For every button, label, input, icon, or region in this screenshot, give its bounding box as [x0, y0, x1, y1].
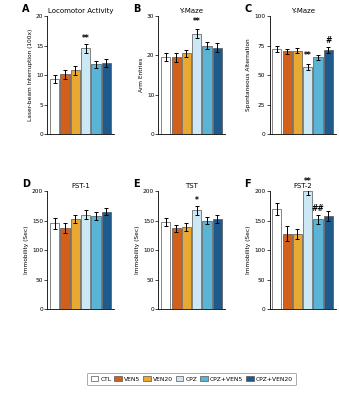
Bar [172, 228, 181, 309]
Bar [161, 222, 171, 309]
Bar [314, 57, 323, 134]
Text: **: ** [304, 51, 312, 60]
Bar [192, 210, 201, 309]
Bar [293, 234, 302, 309]
Title: Y-Maze: Y-Maze [291, 8, 315, 14]
Y-axis label: Immobility (Sec): Immobility (Sec) [246, 226, 251, 274]
Text: **: ** [82, 34, 89, 42]
Text: C: C [244, 4, 252, 14]
Bar [282, 234, 292, 309]
Bar [172, 57, 181, 134]
Text: #: # [325, 36, 332, 45]
Bar [314, 219, 323, 309]
Y-axis label: Laser-beam Interruption (100x): Laser-beam Interruption (100x) [28, 29, 33, 121]
Text: *: * [195, 196, 199, 204]
Bar [92, 64, 101, 134]
Text: **: ** [304, 177, 312, 186]
Text: F: F [244, 179, 251, 189]
Bar [71, 70, 80, 134]
Text: D: D [22, 179, 31, 189]
Bar [71, 219, 80, 309]
Bar [213, 48, 222, 134]
Bar [272, 209, 281, 309]
Text: B: B [133, 4, 141, 14]
Bar [272, 49, 281, 134]
Bar [303, 67, 312, 134]
Bar [293, 51, 302, 134]
Y-axis label: Spontaneous Alternation: Spontaneous Alternation [246, 39, 252, 111]
Bar [324, 50, 333, 134]
Title: FST-1: FST-1 [71, 183, 90, 189]
Bar [92, 216, 101, 309]
Bar [324, 216, 333, 309]
Title: FST-2: FST-2 [293, 183, 312, 189]
Bar [182, 227, 191, 309]
Bar [102, 212, 111, 309]
Text: ##: ## [312, 204, 324, 213]
Bar [60, 74, 69, 134]
Bar [60, 228, 69, 309]
Bar [50, 224, 59, 309]
Bar [282, 52, 292, 134]
Bar [303, 191, 312, 309]
Title: Y-Maze: Y-Maze [180, 8, 203, 14]
Title: Locomotor Activity: Locomotor Activity [48, 8, 113, 14]
Bar [182, 54, 191, 134]
Bar [102, 63, 111, 134]
Y-axis label: Immobility (Sec): Immobility (Sec) [135, 226, 140, 274]
Text: E: E [133, 179, 140, 189]
Text: A: A [22, 4, 30, 14]
Bar [213, 219, 222, 309]
Bar [202, 46, 212, 134]
Bar [81, 48, 90, 134]
Y-axis label: Arm Entries: Arm Entries [139, 58, 144, 92]
Bar [202, 220, 212, 309]
Bar [192, 34, 201, 134]
Bar [50, 79, 59, 134]
Y-axis label: Immobility (Sec): Immobility (Sec) [24, 226, 29, 274]
Bar [81, 215, 90, 309]
Bar [161, 57, 171, 134]
Text: **: ** [193, 17, 201, 26]
Legend: CTL, VEN5, VEN20, CPZ, CPZ+VEN5, CPZ+VEN20: CTL, VEN5, VEN20, CPZ, CPZ+VEN5, CPZ+VEN… [87, 372, 296, 386]
Title: TST: TST [185, 183, 198, 189]
